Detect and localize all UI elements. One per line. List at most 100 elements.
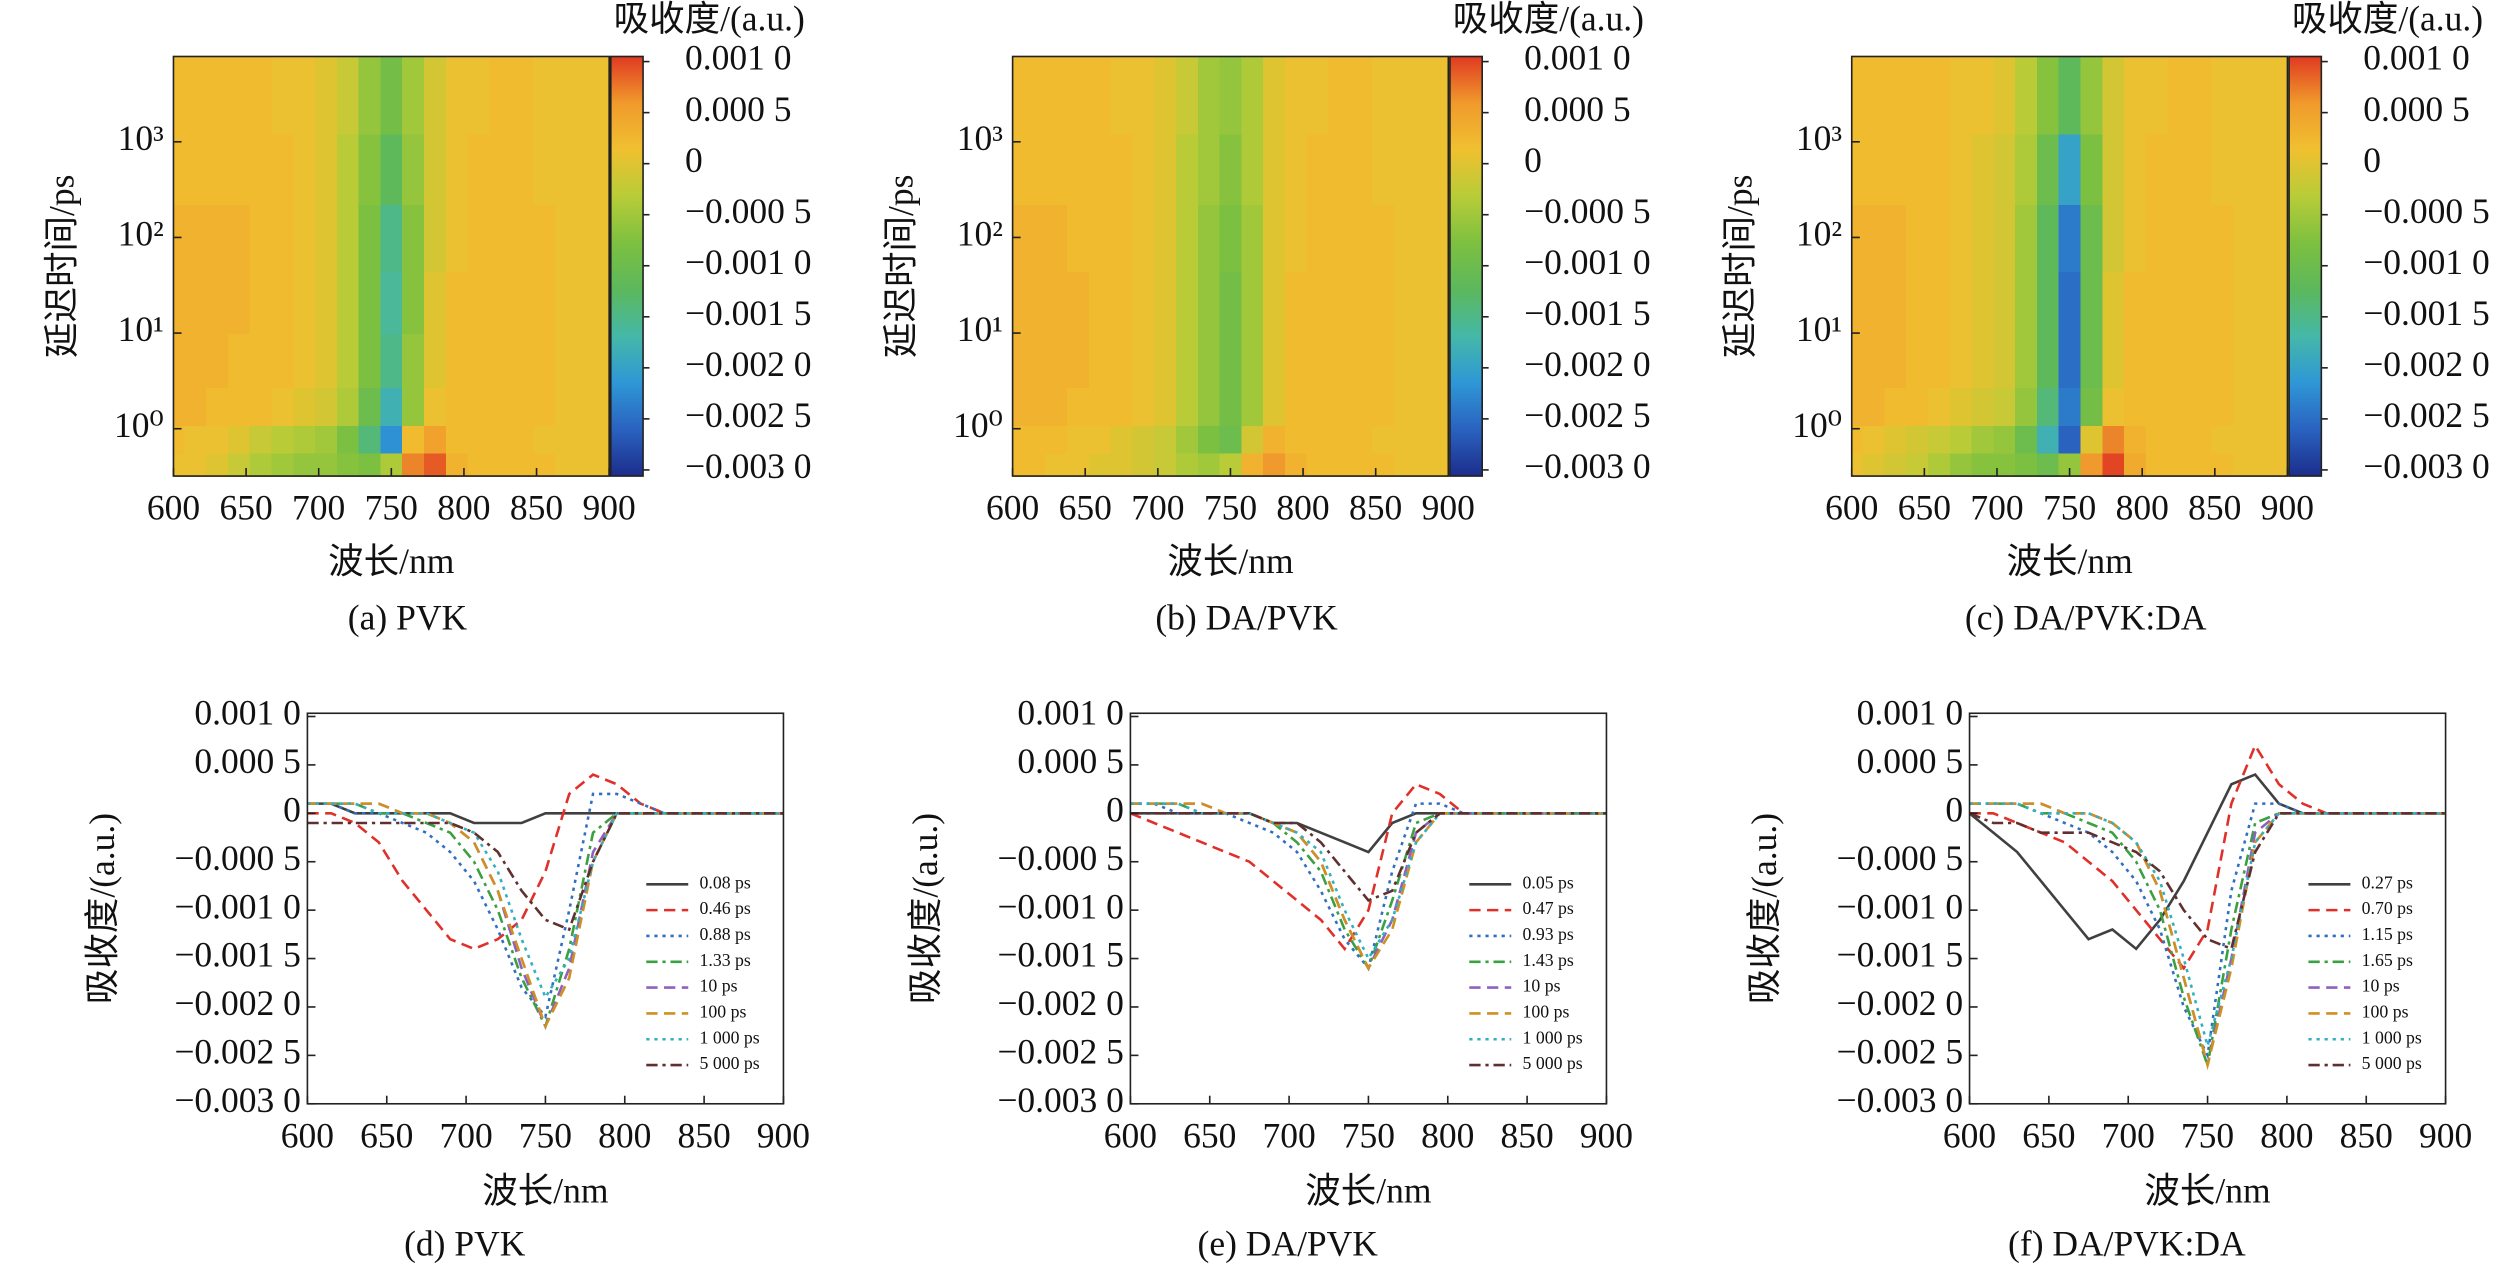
heatmap-cell: [402, 386, 425, 426]
heatmap-cell: [206, 270, 229, 335]
heatmap-cell: [1862, 56, 1886, 135]
heatmap-cell: [184, 333, 208, 388]
series-line: [1969, 802, 2446, 1051]
heatmap-cell: [1088, 452, 1112, 478]
heatmap-cell: [1437, 386, 1450, 426]
heatmap-cell: [1284, 452, 1308, 478]
x-tick-label: 850: [677, 1115, 730, 1155]
x-tick-label: 850: [2340, 1115, 2393, 1155]
y-tick-label: −0.001 5: [1837, 935, 1964, 975]
y-tick-label: 0.000 5: [1857, 741, 1964, 781]
heatmap-cell: [489, 133, 513, 205]
series-line: [1969, 812, 2446, 951]
heatmap-cell: [489, 270, 513, 335]
heatmap-cell: [2276, 424, 2289, 454]
heatmap-cell: [227, 204, 251, 272]
heatmap-cell: [1023, 204, 1047, 272]
heatmap-cell: [1284, 424, 1308, 454]
heatmap-cell: [1393, 270, 1417, 335]
heatmap-cell: [1971, 386, 1995, 426]
heatmap-cell: [1927, 270, 1951, 335]
heatmap-cell: [1862, 133, 1886, 205]
heatmap-cell: [1372, 424, 1395, 454]
heatmap-cell: [2145, 452, 2169, 478]
y-tick-label: −0.000 5: [174, 838, 301, 878]
heatmap-cell: [227, 56, 251, 135]
heatmap-cell: [1241, 204, 1265, 272]
heatmap-cell: [532, 56, 556, 135]
heatmap-cell: [1393, 56, 1417, 135]
x-tick-label: 650: [1183, 1115, 1236, 1155]
colorbar-tick-label: 0.001 0: [2363, 38, 2470, 78]
heatmap-cell: [2232, 452, 2256, 478]
y-tick-label: −0.002 5: [1837, 1032, 1964, 1072]
series-line: [307, 812, 784, 932]
heatmap-cell: [1219, 133, 1243, 205]
heatmap-cell: [2254, 56, 2278, 135]
heatmap-cell: [402, 270, 425, 335]
x-tick-label: 800: [598, 1115, 651, 1155]
y-tick-label: 0.001 0: [194, 693, 301, 733]
heatmap-cell: [2124, 424, 2147, 454]
legend-label: 0.88 ps: [700, 924, 751, 944]
heatmap-cell: [1862, 386, 1886, 426]
heatmap-cell: [2189, 386, 2213, 426]
heatmap-cell: [2232, 333, 2256, 388]
heatmap-cell: [380, 270, 404, 335]
heatmap-cell: [1088, 386, 1112, 426]
heatmap-cell: [1219, 424, 1243, 454]
y-tick-label: 0: [283, 789, 301, 829]
heatmap-cell: [249, 204, 273, 272]
heatmap-cell: [184, 452, 208, 478]
heatmap-cell: [2167, 452, 2191, 478]
heatmap-cell: [402, 204, 425, 272]
heatmap-cell: [467, 452, 491, 478]
heatmap-cell: [2211, 333, 2234, 388]
heatmap-cell: [2189, 452, 2213, 478]
heatmap-cell: [2124, 133, 2147, 205]
heatmap-cell: [1971, 56, 1995, 135]
heatmap-cell: [293, 424, 317, 454]
heatmap-cell: [1372, 204, 1395, 272]
heatmap-cell: [1949, 204, 1973, 272]
series-line: [307, 773, 784, 951]
heatmap-cell: [2232, 424, 2256, 454]
heatmap-cell: [2276, 386, 2289, 426]
panel-caption: (a) PVK: [348, 597, 468, 637]
y-tick-label: 10³: [957, 118, 1003, 158]
colorbar-tick-label: −0.001 5: [685, 293, 812, 333]
heatmap-cell: [1284, 386, 1308, 426]
heatmap-cell: [423, 386, 447, 426]
panel-caption: (b) DA/PVK: [1155, 597, 1338, 637]
heatmap-cell: [1132, 204, 1156, 272]
heatmap-cell: [1012, 333, 1025, 388]
heatmap-cell: [2080, 204, 2104, 272]
heatmap-cell: [1884, 270, 1908, 335]
legend-label: 5 000 ps: [1523, 1053, 1583, 1073]
heatmap-cell: [2232, 133, 2256, 205]
heatmap-cell: [2211, 56, 2234, 135]
heatmap-cell: [2015, 333, 2038, 388]
x-tick-label: 800: [1276, 488, 1329, 528]
heatmap-cell: [598, 386, 611, 426]
legend-label: 1.33 ps: [700, 950, 751, 970]
heatmap-cell: [1263, 56, 1286, 135]
heatmap-cell: [1175, 333, 1199, 388]
heatmap-cell: [1263, 452, 1286, 478]
heatmap-cell: [2124, 333, 2147, 388]
x-axis-label: 波长/nm: [328, 541, 455, 581]
legend-label: 10 ps: [2362, 976, 2400, 996]
heatmap-cell: [271, 56, 295, 135]
heatmap-cell: [184, 56, 208, 135]
heatmap-cell: [598, 333, 611, 388]
legend-label: 10 ps: [1523, 976, 1561, 996]
heatmap-cell: [1862, 333, 1886, 388]
colorbar-tick-label: −0.001 5: [1524, 293, 1651, 333]
heatmap-cell: [1328, 204, 1352, 272]
series-line: [1130, 812, 1607, 903]
heatmap-cell: [2036, 386, 2060, 426]
colorbar-tick-label: −0.003 0: [2363, 446, 2490, 486]
heatmap-cell: [1971, 133, 1995, 205]
heatmap-cell: [1197, 424, 1221, 454]
legend-label: 100 ps: [2362, 1001, 2409, 1021]
